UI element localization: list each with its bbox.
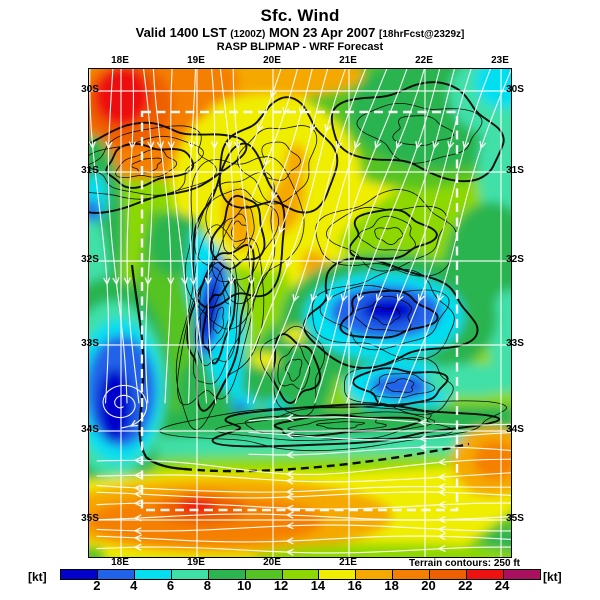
colorbar-segment [96,570,134,579]
colorbar-unit-left: [kt] [28,570,47,584]
right-axis-label: 31S [506,165,524,176]
colorbar-segment [281,570,319,579]
top-axis-label: 23E [491,55,509,66]
left-axis-label: 31S [81,165,99,176]
map-area [47,39,545,577]
colorbar-tick: 16 [347,578,362,593]
colorbar-tick: 14 [310,578,326,593]
left-axis-label: 30S [81,84,99,95]
colorbar-segment [429,570,467,579]
top-axis-label: 22E [415,55,433,66]
forecast-offset: [18hrFcst@2329z] [379,29,465,40]
colorbar-segment [466,570,504,579]
top-axis-label: 19E [187,55,205,66]
valid-line: Valid 1400 LST (1200Z) MON 23 Apr 2007 [… [0,25,600,40]
top-axis-label: 18E [111,55,129,66]
right-axis-label: 34S [506,424,524,435]
colorbar-segment [61,570,97,579]
colorbar-unit-right: [kt] [543,570,562,584]
bottom-axis-label: 18E [111,557,129,568]
right-axis-label: 35S [506,513,524,524]
left-axis-label: 32S [81,254,99,265]
left-axis-label: 33S [81,338,99,349]
colorbar-tick: 24 [494,578,510,593]
right-axis-label: 32S [506,254,524,265]
colorbar-tick: 18 [384,578,399,593]
colorbar-tick: 22 [458,578,473,593]
top-axis-label: 20E [263,55,281,66]
init-time: (1200Z) [230,29,266,40]
left-axis-label: 35S [81,513,99,524]
plot-title: Sfc. Wind [260,6,340,25]
colorbar-segment [244,570,282,579]
right-axis-label: 33S [506,338,524,349]
terrain-contours-note: Terrain contours: 250 ft [409,558,520,569]
colorbar-segment [133,570,171,579]
colorbar-tick: 10 [236,578,252,593]
colorbar [60,569,541,580]
bottom-axis-label: 19E [187,557,205,568]
colorbar-segment [355,570,393,579]
left-axis-label: 34S [81,424,99,435]
valid-time: Valid 1400 LST [135,25,227,40]
colorbar-tick: 6 [166,578,175,593]
right-axis-label: 30S [506,84,524,95]
wind-field-canvas [47,39,545,577]
colorbar-tick: 4 [130,578,138,593]
colorbar-tick: 8 [203,578,211,593]
bottom-axis-label: 20E [263,557,281,568]
colorbar-tick: 12 [273,578,289,593]
bottom-axis-label: 21E [339,557,357,568]
valid-date: MON 23 Apr 2007 [268,25,376,40]
colorbar-tick: 2 [93,578,101,593]
colorbar-tick: 20 [421,578,436,593]
colorbar-segment [207,570,245,579]
colorbar-segment [392,570,430,579]
top-axis-label: 21E [339,55,357,66]
colorbar-segment [170,570,208,579]
model-line: RASP BLIPMAP - WRF Forecast [216,41,384,53]
colorbar-segment [318,570,356,579]
colorbar-segment [503,570,540,579]
